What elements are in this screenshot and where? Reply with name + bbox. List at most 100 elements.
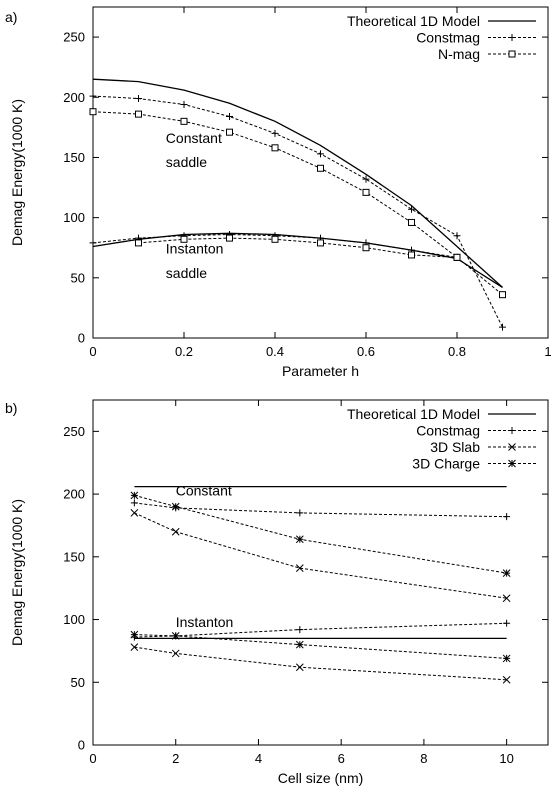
data-point xyxy=(502,569,511,577)
legend-label: Constmag xyxy=(416,423,480,439)
x-tick-label: 0.4 xyxy=(266,344,284,359)
y-axis-title: Demag Energy(1000 K) xyxy=(9,99,25,246)
y-tick-label: 0 xyxy=(78,738,85,753)
data-point xyxy=(295,535,304,544)
series-line xyxy=(138,237,458,258)
series-line xyxy=(92,111,503,296)
series-line xyxy=(134,502,507,518)
data-point xyxy=(296,626,304,634)
legend-label: 3D Slab xyxy=(430,439,480,455)
x-tick-label: 0.6 xyxy=(357,344,375,359)
annotation: saddle xyxy=(166,265,207,281)
data-point xyxy=(362,244,370,252)
y-tick-label: 250 xyxy=(63,30,85,45)
chart-panel-a: a) 0 0.2 0.4 0.6 0.8 1 0 50 100 150 200 250 Parameter… xyxy=(5,6,552,379)
series-line xyxy=(134,622,507,638)
legend-label: Theoretical 1D Model xyxy=(347,13,480,29)
legend-marker xyxy=(508,34,516,41)
series-5 xyxy=(135,234,461,261)
x-axis-title: Cell size (nm) xyxy=(278,770,364,786)
series-5 xyxy=(130,643,511,684)
y-tick-label: 200 xyxy=(63,487,85,502)
y-tick-label: 50 xyxy=(71,675,85,690)
y-tick-label: 100 xyxy=(63,612,85,627)
data-point xyxy=(89,239,97,247)
data-point xyxy=(89,108,97,116)
annotation: Constant xyxy=(176,482,232,498)
data-point xyxy=(499,291,506,299)
data-point xyxy=(408,218,415,226)
series-3 xyxy=(92,232,503,288)
series-1 xyxy=(89,92,506,331)
x-tick-label: 0 xyxy=(89,751,96,766)
legend-label: Constmag xyxy=(416,30,480,46)
series-0 xyxy=(92,78,503,288)
data-point xyxy=(130,499,138,507)
data-point xyxy=(135,94,142,102)
series-line xyxy=(134,494,507,574)
data-point xyxy=(171,527,180,536)
y-tick-label: 200 xyxy=(63,90,85,105)
data-point xyxy=(502,675,511,684)
data-point xyxy=(502,654,511,663)
legend-label: 3D Charge xyxy=(412,456,480,472)
series-7 xyxy=(130,630,511,663)
series-line xyxy=(134,634,507,659)
data-point xyxy=(171,632,180,640)
annotation: saddle xyxy=(166,154,207,170)
data-point xyxy=(295,640,304,649)
series-6 xyxy=(130,491,511,577)
y-tick-label: 50 xyxy=(71,270,85,285)
x-tick-label: 10 xyxy=(499,751,513,766)
data-point xyxy=(271,235,279,243)
data-point xyxy=(130,491,139,500)
data-point xyxy=(502,594,511,603)
x-tick-label: 8 xyxy=(420,751,427,766)
annotation: Instanton xyxy=(176,614,234,630)
y-tick-label: 250 xyxy=(63,424,85,439)
data-point xyxy=(226,113,233,121)
data-point xyxy=(89,92,97,100)
annotation: Instanton xyxy=(166,241,224,257)
data-point xyxy=(499,323,506,331)
x-tick-label: 2 xyxy=(172,751,179,766)
data-point xyxy=(271,144,279,152)
legend-label: Theoretical 1D Model xyxy=(347,406,480,422)
data-point xyxy=(296,509,304,517)
legend-label: N-mag xyxy=(438,46,480,62)
series-4 xyxy=(89,230,461,261)
y-tick-label: 100 xyxy=(63,210,85,225)
data-point xyxy=(295,663,304,672)
data-point xyxy=(503,513,511,521)
data-point xyxy=(408,251,415,259)
legend-marker xyxy=(508,427,516,434)
x-axis-title: Parameter h xyxy=(282,363,359,379)
x-tick-label: 0 xyxy=(89,344,96,359)
series-4 xyxy=(130,509,511,603)
y-axis-title: Demag Energy(1000 K) xyxy=(9,499,25,646)
legend-marker xyxy=(508,459,516,468)
data-point xyxy=(295,564,304,572)
legend-marker xyxy=(508,50,516,58)
data-point xyxy=(271,129,279,137)
plot-frame xyxy=(92,399,549,746)
x-tick-label: 0.2 xyxy=(175,344,193,359)
plot-frame xyxy=(92,6,549,339)
series-line xyxy=(92,232,503,288)
data-point xyxy=(317,164,324,172)
data-point xyxy=(226,128,233,136)
series-line xyxy=(92,78,503,288)
y-tick-label: 0 xyxy=(78,331,85,346)
data-point xyxy=(171,502,180,511)
data-point xyxy=(135,239,142,247)
data-point xyxy=(226,234,233,242)
panel-label: b) xyxy=(5,400,17,416)
y-tick-label: 150 xyxy=(63,150,85,165)
series-2 xyxy=(89,108,506,299)
data-point xyxy=(180,117,188,125)
x-tick-label: 6 xyxy=(338,751,345,766)
data-point xyxy=(453,253,461,261)
